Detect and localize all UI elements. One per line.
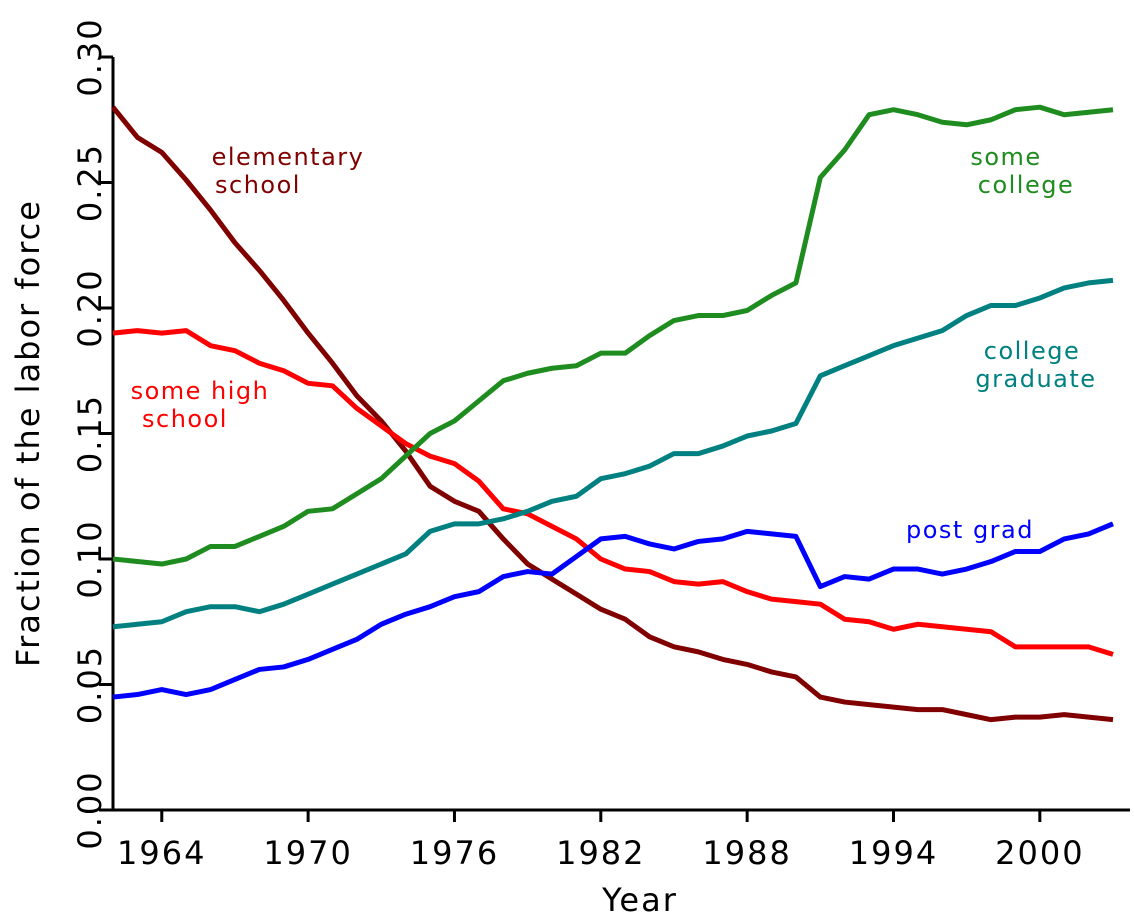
series-label: school — [142, 405, 228, 433]
y-tick-label: 0.00 — [71, 770, 109, 849]
data-line — [112, 328, 1114, 657]
series-label: some high — [131, 377, 270, 405]
x-tick-label: 1982 — [556, 834, 645, 872]
x-tick-label: 1970 — [263, 834, 352, 872]
y-tick-label: 0.30 — [71, 17, 109, 96]
data-line — [112, 277, 1114, 630]
y-tick-label: 0.25 — [71, 143, 109, 222]
y-tick-label: 0.20 — [71, 268, 109, 347]
y-axis-label: Fraction of the labor force — [9, 199, 47, 667]
x-tick-label: 2000 — [995, 834, 1084, 872]
series-label: college — [984, 337, 1080, 365]
data-line — [112, 521, 1114, 700]
y-tick-label: 0.10 — [71, 519, 109, 598]
x-tick-label: 1988 — [702, 834, 791, 872]
y-tick-label: 0.05 — [71, 645, 109, 724]
series-label: college — [978, 171, 1074, 199]
x-tick-label: 1964 — [117, 834, 206, 872]
series-label: graduate — [975, 365, 1096, 393]
data-line — [111, 105, 1114, 723]
x-axis-label: Year — [601, 881, 678, 919]
series-label: school — [215, 171, 301, 199]
x-tick-label: 1994 — [849, 834, 938, 872]
series-label: post grad — [906, 516, 1034, 544]
series-label: some — [970, 143, 1041, 171]
x-tick-label: 1976 — [410, 834, 499, 872]
data-line — [112, 104, 1114, 567]
y-tick-label: 0.15 — [71, 394, 109, 473]
series-label: elementary — [212, 143, 365, 171]
